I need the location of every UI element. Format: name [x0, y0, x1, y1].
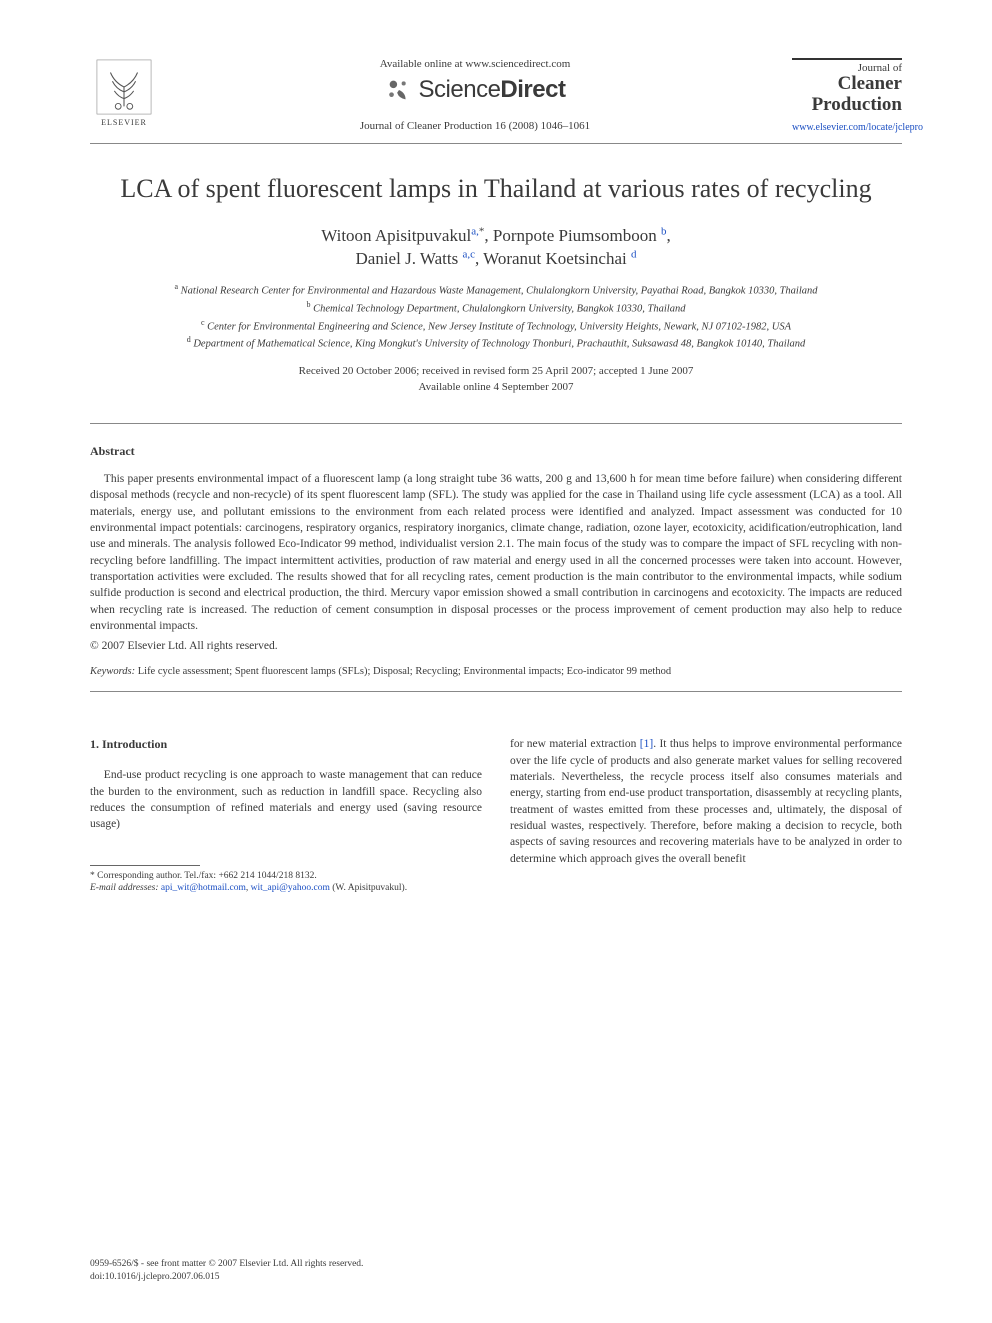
- dates-line1: Received 20 October 2006; received in re…: [299, 365, 694, 377]
- abstract-heading: Abstract: [90, 444, 902, 459]
- affiliations: a National Research Center for Environme…: [90, 281, 902, 352]
- email-tail: (W. Apisitpuvakul).: [330, 883, 407, 893]
- email-label: E-mail addresses:: [90, 883, 159, 893]
- author-3: Daniel J. Watts: [356, 249, 459, 268]
- sd-prefix: Science: [419, 76, 501, 103]
- column-right: for new material extraction [1]. It thus…: [510, 736, 902, 895]
- email-1[interactable]: api_wit@hotmail.com: [161, 883, 246, 893]
- intro-right-part1: for new material extraction: [510, 738, 640, 750]
- footnote-rule: [90, 865, 200, 866]
- author-2: , Pornpote Piumsomboon: [484, 226, 656, 245]
- abstract-body: This paper presents environmental impact…: [90, 471, 902, 634]
- keywords-label: Keywords:: [90, 666, 135, 677]
- intro-heading: 1. Introduction: [90, 736, 482, 753]
- sd-suffix: Direct: [500, 76, 565, 103]
- article-title: LCA of spent fluorescent lamps in Thaila…: [90, 172, 902, 206]
- elsevier-tree-icon: [95, 58, 153, 116]
- keywords: Keywords: Life cycle assessment; Spent f…: [90, 666, 902, 677]
- header-rule: [90, 143, 902, 144]
- page-footer: 0959-6526/$ - see front matter © 2007 El…: [90, 1258, 902, 1283]
- author-1-affil[interactable]: a,: [471, 225, 479, 237]
- copyright-line: © 2007 Elsevier Ltd. All rights reserved…: [90, 640, 902, 652]
- pre-abstract-rule: [90, 423, 902, 424]
- affil-d: Department of Mathematical Science, King…: [193, 339, 805, 350]
- intro-right-part2: . It thus helps to improve environmental…: [510, 738, 902, 864]
- journal-homepage-link[interactable]: www.elsevier.com/locate/jclepro: [792, 122, 902, 133]
- intro-para-left: End-use product recycling is one approac…: [90, 767, 482, 832]
- keywords-text: Life cycle assessment; Spent fluorescent…: [135, 666, 671, 677]
- author-1: Witoon Apisitpuvakul: [321, 226, 471, 245]
- corresponding-footnote: * Corresponding author. Tel./fax: +662 2…: [90, 870, 482, 896]
- affil-b: Chemical Technology Department, Chulalon…: [313, 303, 685, 314]
- journal-cover: Journal of Cleaner Production www.elsevi…: [792, 58, 902, 133]
- article-dates: Received 20 October 2006; received in re…: [90, 364, 902, 395]
- author-3-affil[interactable]: a,c: [462, 249, 475, 261]
- authors: Witoon Apisitpuvakula,*, Pornpote Piumso…: [90, 224, 902, 272]
- journal-cover-line1: Cleaner: [792, 74, 902, 95]
- journal-reference: Journal of Cleaner Production 16 (2008) …: [178, 120, 772, 132]
- affil-a: National Research Center for Environment…: [181, 286, 818, 297]
- elsevier-logo: ELSEVIER: [90, 58, 158, 127]
- intro-para-right: for new material extraction [1]. It thus…: [510, 736, 902, 867]
- dates-line2: Available online 4 September 2007: [419, 381, 574, 393]
- author-2-affil[interactable]: b: [661, 225, 667, 237]
- post-keywords-rule: [90, 691, 902, 692]
- sciencedirect-wordmark: ScienceDirect: [419, 76, 566, 104]
- corr-author-line: * Corresponding author. Tel./fax: +662 2…: [90, 870, 482, 883]
- ref-link-1[interactable]: [1]: [640, 738, 653, 750]
- page-header: ELSEVIER Available online at www.science…: [90, 58, 902, 133]
- journal-cover-line2: Production: [792, 95, 902, 116]
- sciencedirect-swirl-icon: [385, 76, 413, 104]
- footer-line2: doi:10.1016/j.jclepro.2007.06.015: [90, 1271, 902, 1283]
- author-4-affil[interactable]: d: [631, 249, 637, 261]
- sciencedirect-logo: ScienceDirect: [385, 76, 566, 104]
- author-4: , Woranut Koetsinchai: [475, 249, 627, 268]
- body-columns: 1. Introduction End-use product recyclin…: [90, 736, 902, 895]
- email-2[interactable]: wit_api@yahoo.com: [251, 883, 330, 893]
- footer-line1: 0959-6526/$ - see front matter © 2007 El…: [90, 1258, 902, 1270]
- available-online-text: Available online at www.sciencedirect.co…: [178, 58, 772, 70]
- center-header: Available online at www.sciencedirect.co…: [158, 58, 792, 132]
- column-left: 1. Introduction End-use product recyclin…: [90, 736, 482, 895]
- affil-c: Center for Environmental Engineering and…: [207, 321, 791, 332]
- elsevier-label: ELSEVIER: [90, 118, 158, 127]
